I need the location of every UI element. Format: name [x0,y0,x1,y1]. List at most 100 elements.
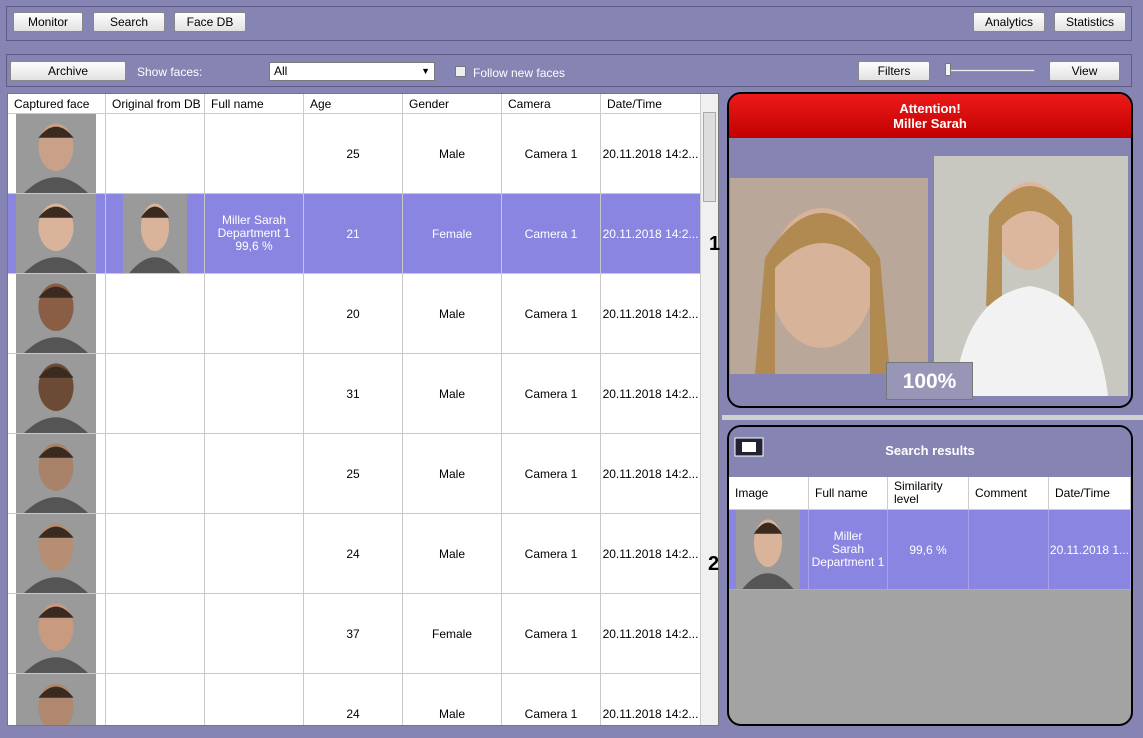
print-icon[interactable] [734,437,764,457]
select-value: All [274,64,288,78]
datetime-cell: 20.11.2018 14:2... [601,594,701,674]
table-row[interactable]: 24 Male Camera 1 20.11.2018 14:2... [8,674,701,725]
monitor-button[interactable]: Monitor [13,12,83,32]
datetime-cell: 20.11.2018 14:2... [601,674,701,725]
follow-label: Follow new faces [473,66,566,80]
face-thumbnail [16,354,96,433]
original-face-cell [106,434,205,514]
result-similarity-cell: 99,6 % [888,510,969,590]
column-header[interactable]: Gender [403,94,502,114]
original-face-cell [106,274,205,354]
marker-2: 2 [708,553,720,575]
datetime-cell: 20.11.2018 14:2... [601,114,701,194]
gender-cell: Female [403,194,502,274]
column-header[interactable]: Full name [809,477,888,510]
column-header[interactable]: Captured face [8,94,106,114]
gender-cell: Male [403,674,502,725]
column-header[interactable]: Original from DB [106,94,205,114]
camera-cell: Camera 1 [502,514,601,594]
age-cell: 25 [304,434,403,514]
face-db-button[interactable]: Face DB [174,12,246,32]
camera-cell: Camera 1 [502,194,601,274]
column-header[interactable]: Image [729,477,809,510]
result-name-cell: Miller Sarah Department 1 [809,510,888,590]
face-thumbnail [16,434,96,513]
search-panel: Search results Image Full name Similarity … [727,425,1133,726]
table-row[interactable]: 24 Male Camera 1 20.11.2018 14:2... [8,514,701,594]
filter-bar [6,54,1132,87]
column-header[interactable]: Camera [502,94,601,114]
show-faces-select[interactable]: All ▼ [269,62,435,81]
age-cell: 37 [304,594,403,674]
datetime-cell: 20.11.2018 14:2... [601,354,701,434]
table-row[interactable]: Miller Sarah Department 1 99,6 % 21 Female Ca… [8,194,701,274]
table-row[interactable]: 25 Male Camera 1 20.11.2018 14:2... [8,434,701,514]
table-row[interactable]: 37 Female Camera 1 20.11.2018 14:2... [8,594,701,674]
full-name-cell [205,354,304,434]
slider-thumb[interactable] [945,63,951,76]
face-thumbnail [16,194,96,273]
datetime-cell: 20.11.2018 14:2... [601,194,701,274]
name-line: Department 1 [217,226,291,240]
analytics-button[interactable]: Analytics [973,12,1045,32]
captured-face-cell [8,194,106,274]
original-face-cell [106,674,205,725]
captured-face-cell [8,594,106,674]
view-button[interactable]: View [1049,61,1120,81]
follow-checkbox[interactable] [455,66,466,77]
camera-cell: Camera 1 [502,434,601,514]
name-line: Miller [833,529,863,543]
original-face-cell [106,514,205,594]
name-line: 99,6 % [235,239,273,253]
gender-cell: Female [403,594,502,674]
result-row[interactable]: Miller Sarah Department 1 99,6 % 20.11.2018 … [729,510,1131,590]
face-thumbnail [123,194,187,273]
filters-button[interactable]: Filters [858,61,930,81]
alert-title: Attention! [899,101,961,116]
camera-cell: Camera 1 [502,274,601,354]
search-title: Search results [885,443,975,458]
statistics-button[interactable]: Statistics [1054,12,1126,32]
gender-cell: Male [403,114,502,194]
column-header[interactable]: Similarity level [888,477,969,510]
captured-face-cell [8,114,106,194]
similarity-badge: 100% [886,362,973,400]
column-header[interactable]: Date/Time [601,94,701,114]
original-face-cell [106,114,205,194]
result-image-cell [729,510,809,590]
marker-1: 1 [709,233,721,255]
column-header[interactable]: Date/Time [1049,477,1131,510]
gender-cell: Male [403,354,502,434]
column-header[interactable]: Age [304,94,403,114]
scroll-thumb[interactable] [703,112,716,202]
alert-header: Attention! Miller Sarah [729,94,1131,138]
scrollbar[interactable] [700,94,718,725]
table-row[interactable]: 31 Male Camera 1 20.11.2018 14:2... [8,354,701,434]
original-face-cell [106,194,205,274]
table-row[interactable]: 20 Male Camera 1 20.11.2018 14:2... [8,274,701,354]
archive-button[interactable]: Archive [10,61,126,81]
age-cell: 25 [304,114,403,194]
table-row[interactable]: 25 Male Camera 1 20.11.2018 14:2... [8,114,701,194]
full-name-cell [205,514,304,594]
captured-face-cell [8,434,106,514]
full-name-cell: Miller Sarah Department 1 99,6 % [205,194,304,274]
datetime-cell: 20.11.2018 14:2... [601,434,701,514]
age-cell: 24 [304,514,403,594]
full-name-cell [205,594,304,674]
alert-panel: Attention! Miller Sarah 100% [727,92,1133,408]
captured-face-cell [8,274,106,354]
full-name-cell [205,434,304,514]
captured-face-cell [8,354,106,434]
camera-cell: Camera 1 [502,114,601,194]
face-thumbnail [16,594,96,673]
search-button[interactable]: Search [93,12,165,32]
camera-cell: Camera 1 [502,594,601,674]
zoom-slider[interactable] [947,69,1035,72]
full-name-cell [205,274,304,354]
column-header[interactable]: Full name [205,94,304,114]
column-header[interactable]: Comment [969,477,1049,510]
result-datetime-cell: 20.11.2018 1... [1049,510,1131,590]
camera-cell: Camera 1 [502,674,601,725]
